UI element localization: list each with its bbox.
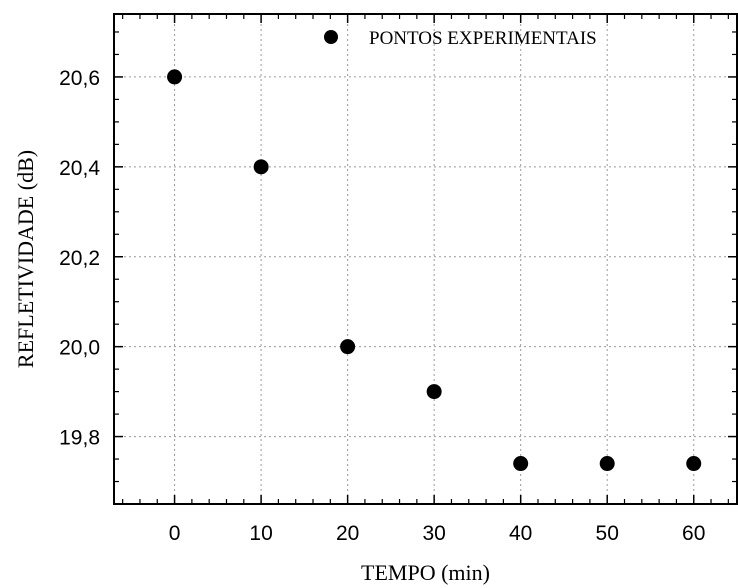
data-points (167, 69, 702, 472)
x-tick-label: 10 (249, 522, 272, 545)
y-tick-label: 20,2 (59, 247, 100, 270)
plot-frame (113, 13, 738, 505)
legend-marker (324, 30, 338, 44)
x-axis-title: TEMPO (min) (361, 560, 490, 585)
y-axis-title: REFLETIVIDADE (dB) (13, 150, 38, 368)
tick-labels: 0 10 20 30 40 50 60 19,8 20,0 20,2 20,4 20,6 (59, 67, 705, 545)
x-tick-label: 40 (509, 522, 532, 545)
legend-label: PONTOS EXPERIMENTAIS (369, 28, 597, 49)
data-point (513, 456, 529, 472)
x-tick-label: 60 (682, 522, 705, 545)
legend: PONTOS EXPERIMENTAIS (324, 28, 597, 49)
y-tick-label: 19,8 (59, 427, 100, 450)
data-point (599, 456, 615, 472)
data-point (686, 456, 702, 472)
data-point (340, 339, 356, 355)
x-tick-label: 50 (596, 522, 619, 545)
x-tick-label: 0 (169, 522, 181, 545)
y-tick-label: 20,0 (59, 337, 100, 360)
x-tick-label: 30 (422, 522, 445, 545)
axis-ticks (114, 14, 737, 505)
y-tick-label: 20,6 (59, 67, 100, 90)
data-point (167, 69, 183, 85)
grid-lines (114, 14, 737, 504)
y-tick-label: 20,4 (59, 157, 100, 180)
x-tick-label: 20 (336, 522, 359, 545)
data-point (253, 159, 269, 175)
data-point (426, 384, 442, 400)
